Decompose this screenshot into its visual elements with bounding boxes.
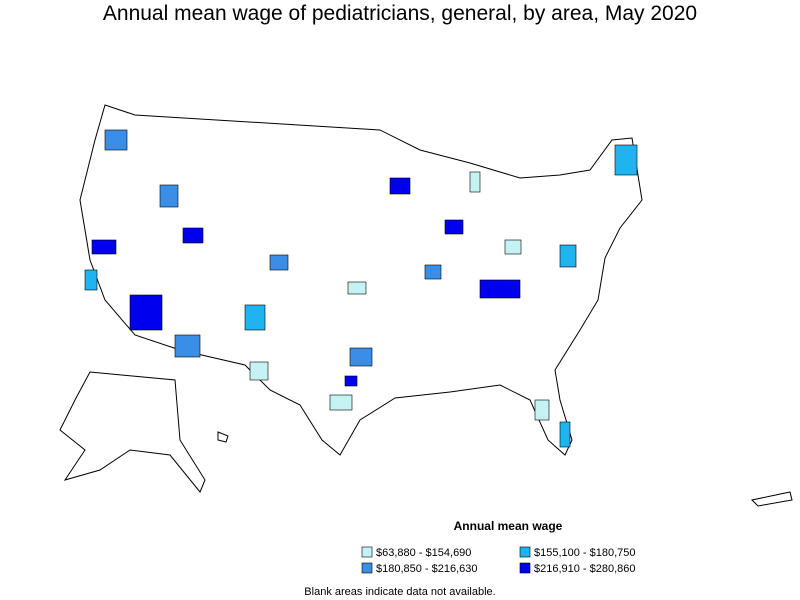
area bbox=[349, 347, 373, 367]
area bbox=[182, 227, 204, 244]
area bbox=[174, 334, 201, 358]
area bbox=[559, 244, 577, 268]
area bbox=[614, 144, 638, 176]
area-patches bbox=[84, 129, 638, 448]
legend-label: $63,880 - $154,690 bbox=[376, 547, 471, 559]
area bbox=[249, 361, 269, 381]
map bbox=[59, 104, 793, 507]
area bbox=[347, 281, 367, 295]
legend-title: Annual mean wage bbox=[454, 519, 563, 533]
area bbox=[424, 264, 442, 280]
area bbox=[344, 375, 358, 387]
legend-label: $155,100 - $180,750 bbox=[534, 547, 636, 559]
area bbox=[469, 171, 481, 193]
area bbox=[129, 294, 163, 331]
area bbox=[504, 239, 522, 255]
area bbox=[389, 177, 411, 195]
legend-label: $216,910 - $280,860 bbox=[534, 563, 636, 575]
legend-label: $180,850 - $216,630 bbox=[376, 563, 478, 575]
legend-swatch bbox=[361, 562, 373, 574]
area bbox=[479, 279, 521, 299]
area bbox=[329, 394, 353, 411]
legend-swatch bbox=[519, 562, 531, 574]
hawaii bbox=[217, 431, 229, 443]
area bbox=[159, 184, 179, 208]
area bbox=[244, 304, 266, 331]
area bbox=[534, 399, 550, 421]
area bbox=[559, 421, 571, 448]
footnote: Blank areas indicate data not available. bbox=[304, 586, 495, 598]
area bbox=[91, 239, 117, 255]
legend-swatch bbox=[361, 546, 373, 558]
area bbox=[84, 269, 98, 291]
legend: Annual mean wage $63,880 - $154,690 $155,… bbox=[361, 519, 636, 575]
area bbox=[269, 254, 289, 271]
title: Annual mean wage of pediatricians, gener… bbox=[103, 2, 697, 25]
area bbox=[104, 129, 128, 151]
area bbox=[444, 219, 464, 235]
alaska bbox=[59, 371, 206, 493]
puerto-rico bbox=[750, 491, 793, 507]
legend-swatch bbox=[519, 546, 531, 558]
